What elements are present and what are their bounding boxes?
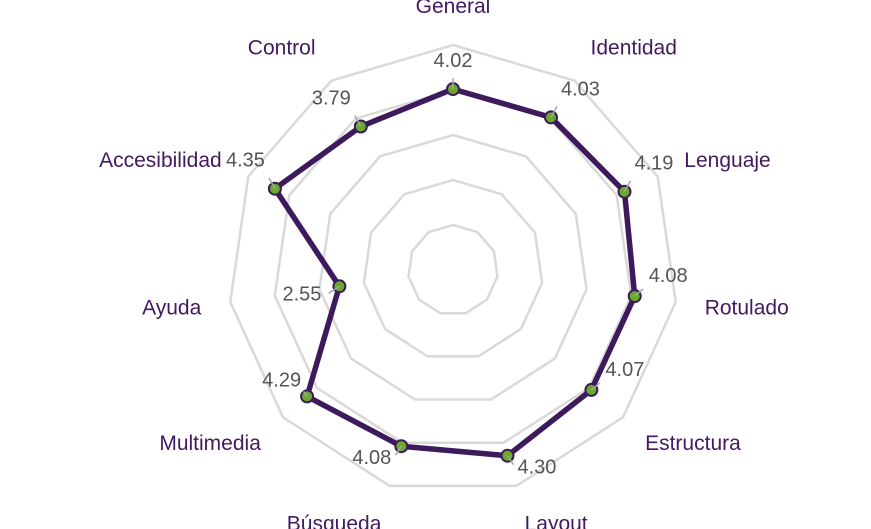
grid-ring: [229, 43, 677, 488]
value-label-layout: 4.30: [518, 457, 557, 479]
value-label-accesibilidad: 4.35: [226, 150, 265, 172]
value-label-rotulado: 4.08: [649, 265, 688, 287]
value-leader-line: [634, 288, 644, 297]
category-label-estructura: Estructura: [645, 432, 741, 455]
value-leader-line: [268, 177, 276, 190]
value-label-control: 3.79: [312, 88, 351, 110]
value-leader-line: [394, 445, 402, 456]
value-label-general: 4.02: [434, 50, 473, 72]
value-leader-line: [550, 106, 558, 118]
value-label-estructura: 4.07: [605, 359, 644, 381]
series-line: [272, 86, 638, 459]
grid-ring: [362, 178, 544, 358]
value-leader-line: [328, 285, 340, 294]
grid-ring: [273, 88, 633, 444]
radar-grid: [229, 43, 677, 488]
value-leader-line: [623, 180, 632, 193]
category-label-general: General: [416, 0, 491, 18]
radar-labels: General Identidad Lenguaje Rotulado Estructu…: [99, 0, 789, 529]
value-leader-line: [302, 390, 308, 397]
grid-ring: [318, 133, 588, 401]
value-leader-line: [506, 455, 515, 466]
category-label-control: Control: [248, 37, 316, 60]
value-label-ayuda: 2.55: [282, 283, 321, 305]
value-label-identidad: 4.03: [561, 78, 600, 100]
value-label-multimedia: 4.29: [262, 369, 301, 391]
category-label-layout: Layout: [525, 513, 588, 529]
category-label-rotulado: Rotulado: [705, 297, 789, 320]
category-label-multimedia: Multimedia: [159, 432, 261, 455]
value-leader-line: [590, 382, 601, 391]
category-label-ayuda: Ayuda: [142, 297, 201, 320]
category-label-accesibilidad: Accesibilidad: [99, 149, 222, 172]
category-label-identidad: Identidad: [591, 37, 677, 60]
grid-ring: [407, 223, 499, 315]
value-label-lenguaje: 4.19: [635, 153, 674, 175]
value-leader-line: [354, 115, 362, 127]
value-label-búsqueda: 4.08: [352, 447, 391, 469]
category-label-búsqueda: Búsqueda: [287, 513, 382, 529]
category-label-lenguaje: Lenguaje: [684, 149, 770, 172]
